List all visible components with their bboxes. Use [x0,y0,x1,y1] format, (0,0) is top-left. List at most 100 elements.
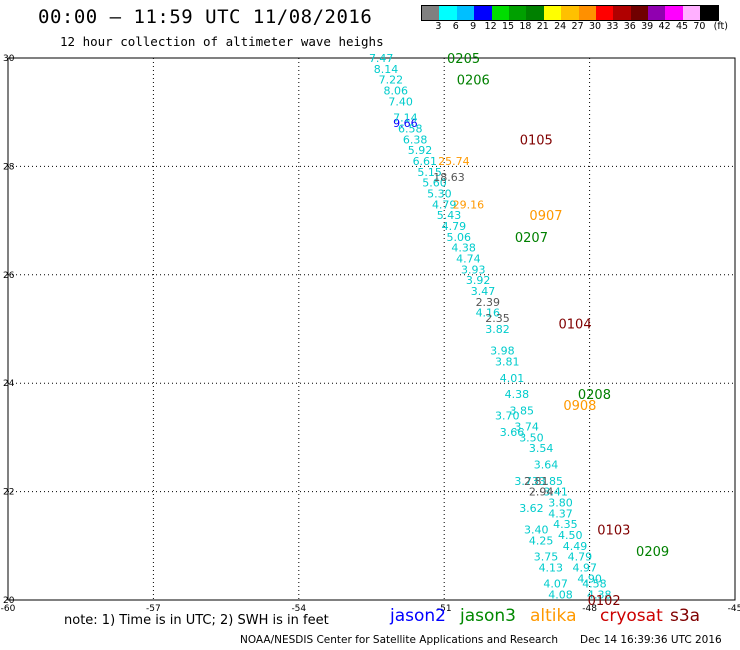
wave-height-point: 3.62 [519,502,544,515]
wave-height-point: 4.58 [582,578,607,591]
wave-height-point: 9.66 [393,117,418,130]
legend-swatch [439,6,457,20]
wave-height-point: 3.85 [539,475,564,488]
pass-cycle-label: 0103 [597,524,630,539]
y-tick-label: 20 [3,596,15,606]
color-scale-ticks: 3 6 9 12 15 18 21 24 27 30 33 36 39 42 45 70 (ft) [421,21,740,35]
satellite-label-s3a: s3a [670,606,701,626]
legend-unit: (ft) [713,21,728,32]
pass-cycle-label: 0208 [578,388,611,403]
legend-swatch [682,6,701,20]
wave-height-point: 3.64 [534,459,559,472]
legend-swatch [543,6,562,20]
wave-height-point: 7.14 [393,112,418,125]
pass-cycle-label: 0206 [457,74,490,89]
wave-height-point: 3.85 [509,404,534,417]
wave-height-point: 2.39 [476,296,501,309]
wave-height-point: 3.75 [534,551,559,564]
pass-cycle-label: 0908 [563,399,596,414]
wave-height-point: 4.37 [548,507,573,520]
color-scale-legend [421,5,719,21]
wave-height-point: 3.54 [529,442,554,455]
legend-tick-label: 45 [675,21,689,32]
wave-height-point: 7.40 [388,95,413,108]
wave-height-point: 4.79 [432,198,457,211]
wave-height-point: 4.25 [529,534,554,547]
wave-height-point: 4.08 [548,589,573,602]
y-tick-label: 26 [3,271,15,281]
wave-height-point: 8.14 [374,63,399,76]
x-tick-label: -60 [1,604,16,614]
legend-tick-label: 21 [536,21,549,32]
legend-tick-label: 3 [435,21,442,32]
pass-cycle-label: 0102 [588,594,621,609]
credit-line: NOAA/NESDIS Center for Satellite Applica… [240,634,558,646]
wave-height-point: 6.61 [413,155,438,168]
wave-height-point: 3.47 [471,285,496,298]
wave-height-point: 3.80 [548,496,573,509]
legend-swatch [456,6,475,20]
legend-swatch [595,6,614,20]
y-tick-label: 30 [3,54,15,64]
wave-height-point: 5.92 [408,144,433,157]
wave-height-point: 4.38 [587,589,612,602]
wave-height-point: 3.40 [524,524,549,537]
pass-cycle-label: 0907 [529,209,562,224]
legend-swatch [578,6,596,20]
wave-height-point: 4.16 [476,307,501,320]
legend-swatch [665,6,683,20]
legend-tick-label: 18 [519,21,532,32]
satellite-label-jason3: jason3 [460,606,516,626]
wave-height-point: 5.43 [437,209,462,222]
legend-tick-label: 15 [501,21,515,32]
legend-tick-label: 42 [658,21,671,32]
wave-height-point: 3.50 [519,431,544,444]
legend-tick-label: 24 [554,21,567,32]
plot-frame [7,57,736,601]
wave-height-point: 3.98 [490,345,515,358]
wave-height-point: 3.66 [500,426,525,439]
wave-height-point: 4.35 [553,518,578,531]
wave-height-point: 4.79 [442,220,467,233]
wave-height-point: 3.82 [485,323,510,336]
wave-height-point: 3.70 [495,410,520,423]
legend-tick-label: 12 [484,21,497,32]
wave-height-point: 4.38 [505,388,530,401]
legend-swatch [630,6,649,20]
pass-cycle-label: 0209 [636,545,669,560]
pass-cycle-label: 0104 [559,318,592,333]
wave-height-point: 3.74 [514,421,539,434]
legend-swatch [491,6,509,20]
wave-height-point: 5.30 [427,188,452,201]
x-tick-label: -45 [728,604,740,614]
y-tick-label: 28 [3,162,15,172]
legend-tick-label: 9 [470,21,477,32]
wave-height-point: 4.90 [577,572,602,585]
chart-title: 00:00 – 11:59 UTC 11/08/2016 [38,6,373,28]
satellite-label-cryosat: cryosat [600,606,663,626]
legend-tick-label: 70 [693,21,706,32]
wave-height-point: 8.06 [383,85,408,98]
wave-height-point: 5.06 [446,231,471,244]
wave-height-point: 3.81 [495,356,520,369]
wave-height-point: 4.01 [500,372,525,385]
legend-tick-label: 27 [571,21,584,32]
wave-height-point: 4.49 [563,540,588,553]
legend-swatch [474,6,492,20]
wave-height-point: 4.97 [573,561,598,574]
wave-height-point: 2.81 [524,475,549,488]
x-tick-label: -57 [146,604,161,614]
generation-timestamp: Dec 14 16:39:36 UTC 2016 [580,634,722,646]
wave-height-point: 5.60 [422,177,447,190]
wave-height-point: 4.13 [539,561,564,574]
wave-height-point: 4.79 [568,551,593,564]
wave-height-point: 25.74 [438,155,470,168]
wave-height-point: 7.47 [369,52,394,65]
pass-cycle-label: 0207 [515,231,548,246]
wave-height-point: 3.92 [466,274,491,287]
legend-swatch [422,6,440,20]
legend-tick-label: 30 [588,21,602,32]
wave-height-point: 5.15 [417,166,442,179]
legend-swatch [648,6,666,20]
